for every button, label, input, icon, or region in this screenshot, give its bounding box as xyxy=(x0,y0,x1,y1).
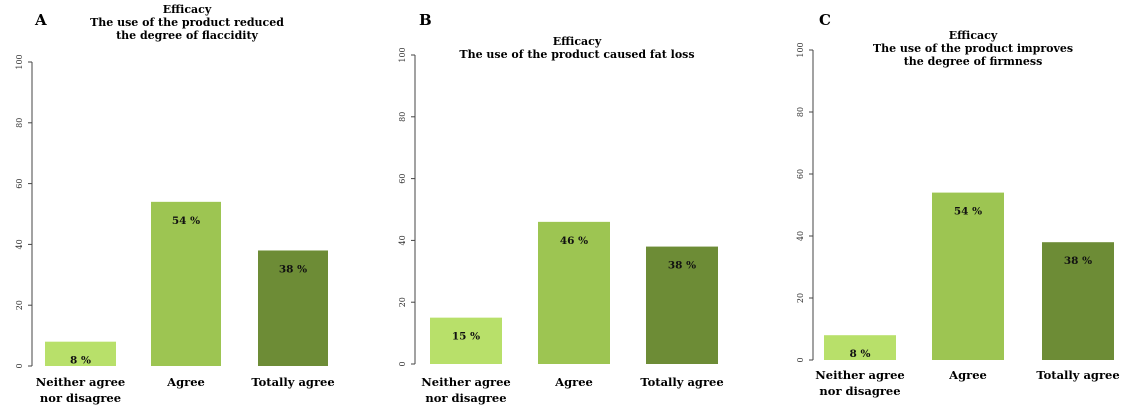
category-label: Neither agree xyxy=(36,375,125,389)
chart-subtitle-line: The use of the product caused fat loss xyxy=(459,48,694,61)
bar-0 xyxy=(45,341,116,366)
chart-title: Efficacy xyxy=(553,35,602,48)
category-label: Neither agree xyxy=(815,368,904,382)
category-label: Agree xyxy=(554,375,593,389)
bar-value-label: 8 % xyxy=(850,348,871,360)
chart-subtitle-line: The use of the product reduced xyxy=(90,16,284,29)
y-tick-label: 60 xyxy=(398,174,407,184)
y-tick-label: 60 xyxy=(796,169,805,179)
y-tick-label: 100 xyxy=(796,42,805,57)
bar-value-label: 38 % xyxy=(1064,255,1092,267)
y-tick-label: 20 xyxy=(796,293,805,303)
bar-value-label: 8 % xyxy=(70,355,91,367)
category-label: Totally agree xyxy=(1036,368,1119,382)
y-tick-label: 40 xyxy=(398,235,407,245)
category-label: Agree xyxy=(948,368,987,382)
y-tick-label: 20 xyxy=(15,300,24,310)
bar-1 xyxy=(151,201,221,366)
y-tick-label: 80 xyxy=(398,112,407,122)
panel-label: A xyxy=(34,11,47,29)
category-label: nor disagree xyxy=(40,391,121,405)
y-tick-label: 80 xyxy=(15,118,24,128)
bar-value-label: 38 % xyxy=(279,263,307,275)
bar-value-label: 46 % xyxy=(560,235,588,247)
bar-0 xyxy=(824,335,896,360)
y-tick-label: 20 xyxy=(398,297,407,307)
y-tick-label: 100 xyxy=(15,54,24,69)
category-label: Agree xyxy=(166,375,205,389)
bar-value-label: 54 % xyxy=(954,206,982,218)
chart-title: Efficacy xyxy=(949,29,998,42)
panel-label: C xyxy=(819,11,831,29)
panel-label: B xyxy=(419,11,432,29)
category-label: Totally agree xyxy=(251,375,334,389)
y-tick-label: 40 xyxy=(796,231,805,241)
y-tick-label: 100 xyxy=(398,47,407,62)
bar-2 xyxy=(646,246,718,364)
y-tick-label: 0 xyxy=(398,361,407,366)
category-label: nor disagree xyxy=(819,384,900,398)
y-tick-label: 0 xyxy=(15,363,24,368)
chart-subtitle-line: the degree of flaccidity xyxy=(116,29,258,42)
bar-2 xyxy=(1042,242,1114,360)
bar-value-label: 38 % xyxy=(668,260,696,272)
bar-0 xyxy=(430,317,502,364)
category-label: nor disagree xyxy=(425,391,506,405)
category-label: Totally agree xyxy=(640,375,723,389)
bar-1 xyxy=(932,192,1004,360)
bar-2 xyxy=(258,250,328,366)
y-tick-label: 60 xyxy=(15,179,24,189)
y-tick-label: 0 xyxy=(796,357,805,362)
chart-subtitle-line: The use of the product improves xyxy=(873,42,1073,55)
y-tick-label: 40 xyxy=(15,239,24,249)
chart-title: Efficacy xyxy=(163,3,212,16)
y-tick-label: 80 xyxy=(796,107,805,117)
category-label: Neither agree xyxy=(421,375,510,389)
chart-subtitle-line: the degree of firmness xyxy=(904,55,1043,68)
bar-value-label: 15 % xyxy=(452,331,480,343)
bar-1 xyxy=(538,221,610,364)
bar-value-label: 54 % xyxy=(172,215,200,227)
